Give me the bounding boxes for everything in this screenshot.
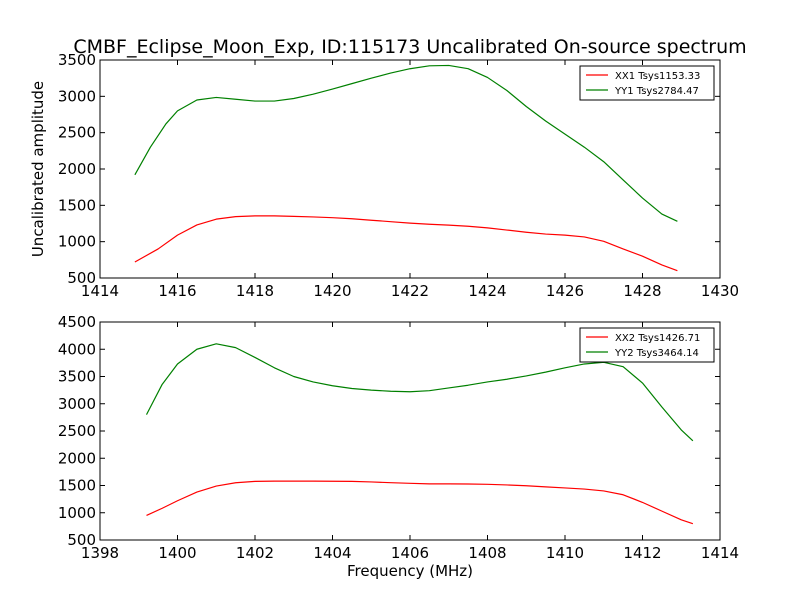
y-tick-label: 1500 <box>58 196 96 214</box>
y-axis-label: Uncalibrated amplitude <box>29 81 47 257</box>
top-spectrum-panel: 1414 1416 1418 1420 1422 1424 1426 1428 1430 500 1… <box>29 51 739 300</box>
x-tick-label: 1418 <box>236 282 274 300</box>
y-tick-label: 3000 <box>58 87 96 105</box>
x-tick-label: 1404 <box>313 544 351 562</box>
y-tick-label: 3500 <box>58 368 96 386</box>
x-tick-label: 1424 <box>468 282 506 300</box>
x-tick-label: 1430 <box>701 282 739 300</box>
x-tick-label: 1422 <box>391 282 429 300</box>
series-line-xx2 <box>146 480 694 525</box>
x-tick-label: 1410 <box>546 544 584 562</box>
x-tick-label: 1420 <box>313 282 351 300</box>
legend-box <box>579 65 715 101</box>
x-tick-label: 1402 <box>236 544 274 562</box>
chart-title: CMBF_Eclipse_Moon_Exp, ID:115173 Uncalib… <box>73 36 746 58</box>
y-tick-label: 2500 <box>58 124 96 142</box>
x-tick-label: 1426 <box>546 282 584 300</box>
x-tick-label: 1414 <box>701 544 739 562</box>
bottom-spectrum-panel: 1398 1400 1402 1404 1406 1408 1410 1412 1414 500 1… <box>58 313 739 580</box>
legend-label: YY1 Tsys2784.47 <box>614 86 699 97</box>
x-tick-label: 1414 <box>81 282 119 300</box>
y-tick-label: 500 <box>67 531 96 549</box>
x-tick-label: 1408 <box>468 544 506 562</box>
legend-label: XX1 Tsys1153.33 <box>615 71 700 82</box>
legend-box <box>579 327 715 363</box>
y-tick-label: 500 <box>67 269 96 287</box>
y-tick-label: 4500 <box>58 313 96 331</box>
y-tick-label: 2000 <box>58 160 96 178</box>
legend-label: YY2 Tsys3464.14 <box>614 348 699 359</box>
x-tick-label: 1428 <box>623 282 661 300</box>
y-tick-label: 1000 <box>58 504 96 522</box>
y-tick-label: 1000 <box>58 233 96 251</box>
series-line-yy2 <box>145 343 694 442</box>
x-tick-label: 1416 <box>158 282 196 300</box>
series-line-xx1 <box>134 215 678 272</box>
x-tick-label: 1400 <box>158 544 196 562</box>
y-tick-label: 2000 <box>58 449 96 467</box>
y-tick-label: 4000 <box>58 340 96 358</box>
x-tick-label: 1412 <box>623 544 661 562</box>
x-tick-label: 1398 <box>81 544 119 562</box>
series-line-yy1 <box>134 64 678 222</box>
legend-label: XX2 Tsys1426.71 <box>615 333 700 344</box>
y-tick-label: 1500 <box>58 477 96 495</box>
x-tick-label: 1406 <box>391 544 429 562</box>
y-tick-label: 3500 <box>58 51 96 69</box>
x-axis-label: Frequency (MHz) <box>347 562 473 580</box>
y-tick-label: 3000 <box>58 395 96 413</box>
y-tick-label: 2500 <box>58 422 96 440</box>
